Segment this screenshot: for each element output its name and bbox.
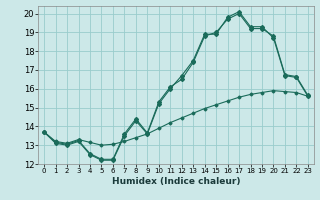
- X-axis label: Humidex (Indice chaleur): Humidex (Indice chaleur): [112, 177, 240, 186]
